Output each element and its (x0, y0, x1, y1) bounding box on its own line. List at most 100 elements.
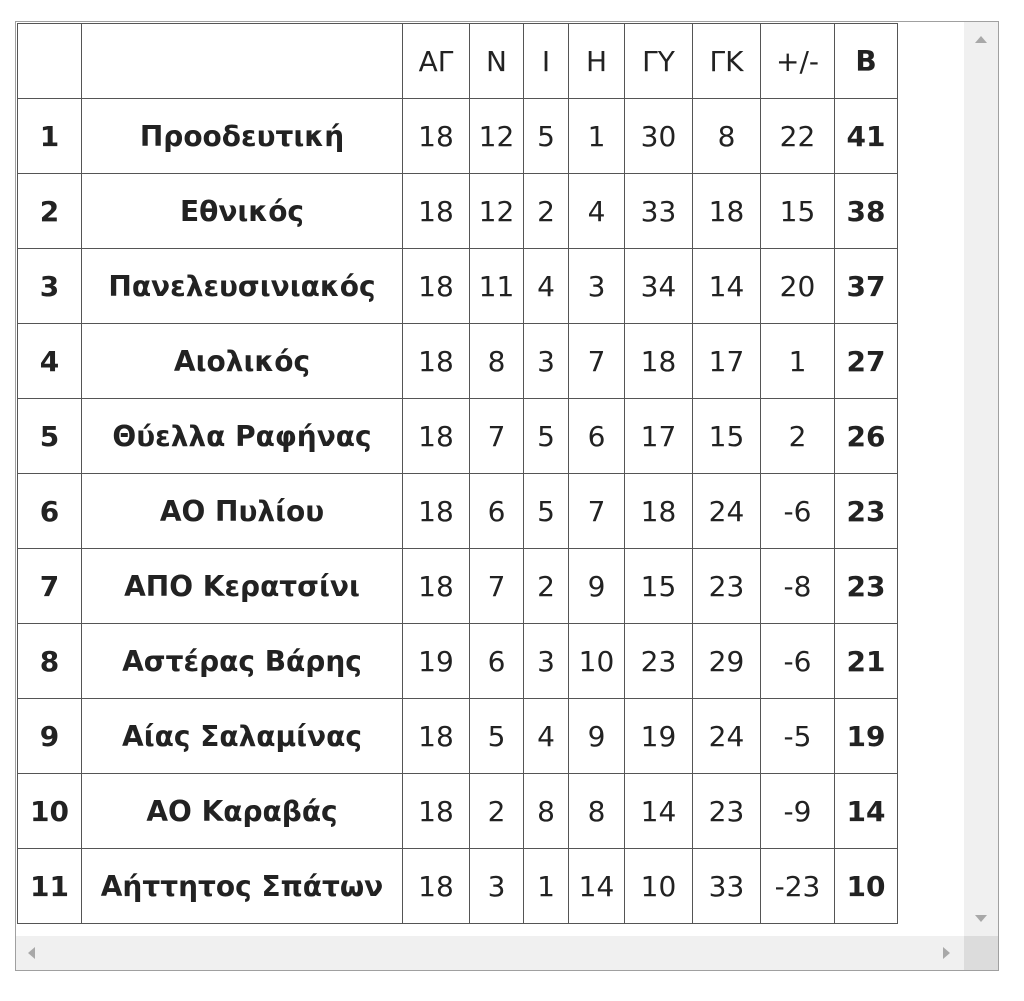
team-name-cell: ΑΠΟ Κερατσίνι (81, 548, 403, 624)
header-row: ΑΓ Ν Ι Η ΓΥ ΓΚ +/- Β (17, 23, 898, 99)
stat-cell: 10 (624, 848, 693, 924)
stat-cell: 2 (523, 173, 569, 249)
stat-cell: 6 (469, 623, 524, 699)
position-cell: 8 (17, 623, 82, 699)
team-name-cell: ΑΟ Πυλίου (81, 473, 403, 549)
points-cell: 27 (834, 323, 898, 399)
stat-cell: 5 (469, 698, 524, 774)
stat-cell: 3 (568, 248, 625, 324)
scroll-down-arrow-icon[interactable] (975, 915, 987, 922)
table-row: 3 Πανελευσινιακός 18 11 4 3 34 14 20 37 (17, 248, 898, 324)
position-cell: 11 (17, 848, 82, 924)
table-row: 11 Αήττητος Σπάτων 18 3 1 14 10 33 -23 10 (17, 848, 898, 924)
points-cell: 38 (834, 173, 898, 249)
position-cell: 2 (17, 173, 82, 249)
stat-cell: 18 (402, 98, 470, 174)
team-name-cell: Αίας Σαλαμίνας (81, 698, 403, 774)
stat-cell: 18 (624, 323, 693, 399)
stat-cell: 18 (402, 398, 470, 474)
stat-cell: 23 (692, 773, 761, 849)
table-row: 2 Εθνικός 18 12 2 4 33 18 15 38 (17, 173, 898, 249)
stat-cell: 10 (568, 623, 625, 699)
stat-cell: 8 (692, 98, 761, 174)
team-name-cell: Εθνικός (81, 173, 403, 249)
table-row: 5 Θύελλα Ραφήνας 18 7 5 6 17 15 2 26 (17, 398, 898, 474)
stat-cell: 1 (523, 848, 569, 924)
stat-cell: -8 (760, 548, 835, 624)
stat-cell: 14 (568, 848, 625, 924)
stat-cell: -5 (760, 698, 835, 774)
stat-cell: -6 (760, 473, 835, 549)
points-cell: 21 (834, 623, 898, 699)
stat-cell: 18 (402, 698, 470, 774)
position-cell: 5 (17, 398, 82, 474)
stat-cell: 18 (402, 173, 470, 249)
stat-cell: 18 (402, 473, 470, 549)
stat-cell: 6 (469, 473, 524, 549)
position-cell: 6 (17, 473, 82, 549)
stat-cell: -9 (760, 773, 835, 849)
stat-cell: 24 (692, 473, 761, 549)
stat-cell: 4 (523, 248, 569, 324)
points-cell: 10 (834, 848, 898, 924)
table-row: 10 ΑΟ Καραβάς 18 2 8 8 14 23 -9 14 (17, 773, 898, 849)
stat-cell: 8 (469, 323, 524, 399)
column-header (81, 23, 403, 99)
table-row: 8 Αστέρας Βάρης 19 6 3 10 23 29 -6 21 (17, 623, 898, 699)
column-header: +/- (760, 23, 835, 99)
stat-cell: 2 (760, 398, 835, 474)
stat-cell: 15 (624, 548, 693, 624)
position-cell: 7 (17, 548, 82, 624)
standings-table: ΑΓ Ν Ι Η ΓΥ ΓΚ +/- Β 1 Προοδευτική 18 12 5 1 30 8 22 41 2… (17, 23, 898, 924)
scroll-up-arrow-icon[interactable] (975, 36, 987, 43)
scroll-left-arrow-icon[interactable] (28, 947, 35, 959)
points-cell: 14 (834, 773, 898, 849)
stat-cell: 17 (624, 398, 693, 474)
stat-cell: 14 (624, 773, 693, 849)
stat-cell: 6 (568, 398, 625, 474)
stat-cell: 18 (402, 323, 470, 399)
stat-cell: 4 (568, 173, 625, 249)
stat-cell: 9 (568, 548, 625, 624)
stat-cell: 14 (692, 248, 761, 324)
stat-cell: 18 (402, 248, 470, 324)
stat-cell: 19 (624, 698, 693, 774)
points-cell: 23 (834, 473, 898, 549)
position-cell: 1 (17, 98, 82, 174)
stat-cell: 22 (760, 98, 835, 174)
position-cell: 10 (17, 773, 82, 849)
stat-cell: 5 (523, 398, 569, 474)
stat-cell: 23 (692, 548, 761, 624)
position-cell: 4 (17, 323, 82, 399)
vertical-scrollbar[interactable] (964, 22, 998, 936)
column-header: Ι (523, 23, 569, 99)
stat-cell: 33 (624, 173, 693, 249)
table-row: 1 Προοδευτική 18 12 5 1 30 8 22 41 (17, 98, 898, 174)
stat-cell: 3 (523, 623, 569, 699)
column-header: ΑΓ (402, 23, 470, 99)
scrollbar-corner (964, 936, 998, 970)
stat-cell: 24 (692, 698, 761, 774)
stat-cell: 1 (568, 98, 625, 174)
team-name-cell: Θύελλα Ραφήνας (81, 398, 403, 474)
stat-cell: 23 (624, 623, 693, 699)
stat-cell: 33 (692, 848, 761, 924)
stat-cell: 11 (469, 248, 524, 324)
team-name-cell: ΑΟ Καραβάς (81, 773, 403, 849)
table-row: 9 Αίας Σαλαμίνας 18 5 4 9 19 24 -5 19 (17, 698, 898, 774)
table-row: 4 Αιολικός 18 8 3 7 18 17 1 27 (17, 323, 898, 399)
stat-cell: 18 (402, 773, 470, 849)
stat-cell: 19 (402, 623, 470, 699)
stat-cell: 3 (469, 848, 524, 924)
stat-cell: 9 (568, 698, 625, 774)
points-cell: 19 (834, 698, 898, 774)
horizontal-scrollbar[interactable] (16, 936, 964, 970)
stat-cell: 7 (568, 473, 625, 549)
stat-cell: 7 (469, 548, 524, 624)
scroll-right-arrow-icon[interactable] (943, 947, 950, 959)
stat-cell: 18 (402, 848, 470, 924)
column-header: Η (568, 23, 625, 99)
position-cell: 3 (17, 248, 82, 324)
table-row: 6 ΑΟ Πυλίου 18 6 5 7 18 24 -6 23 (17, 473, 898, 549)
stat-cell: 15 (692, 398, 761, 474)
